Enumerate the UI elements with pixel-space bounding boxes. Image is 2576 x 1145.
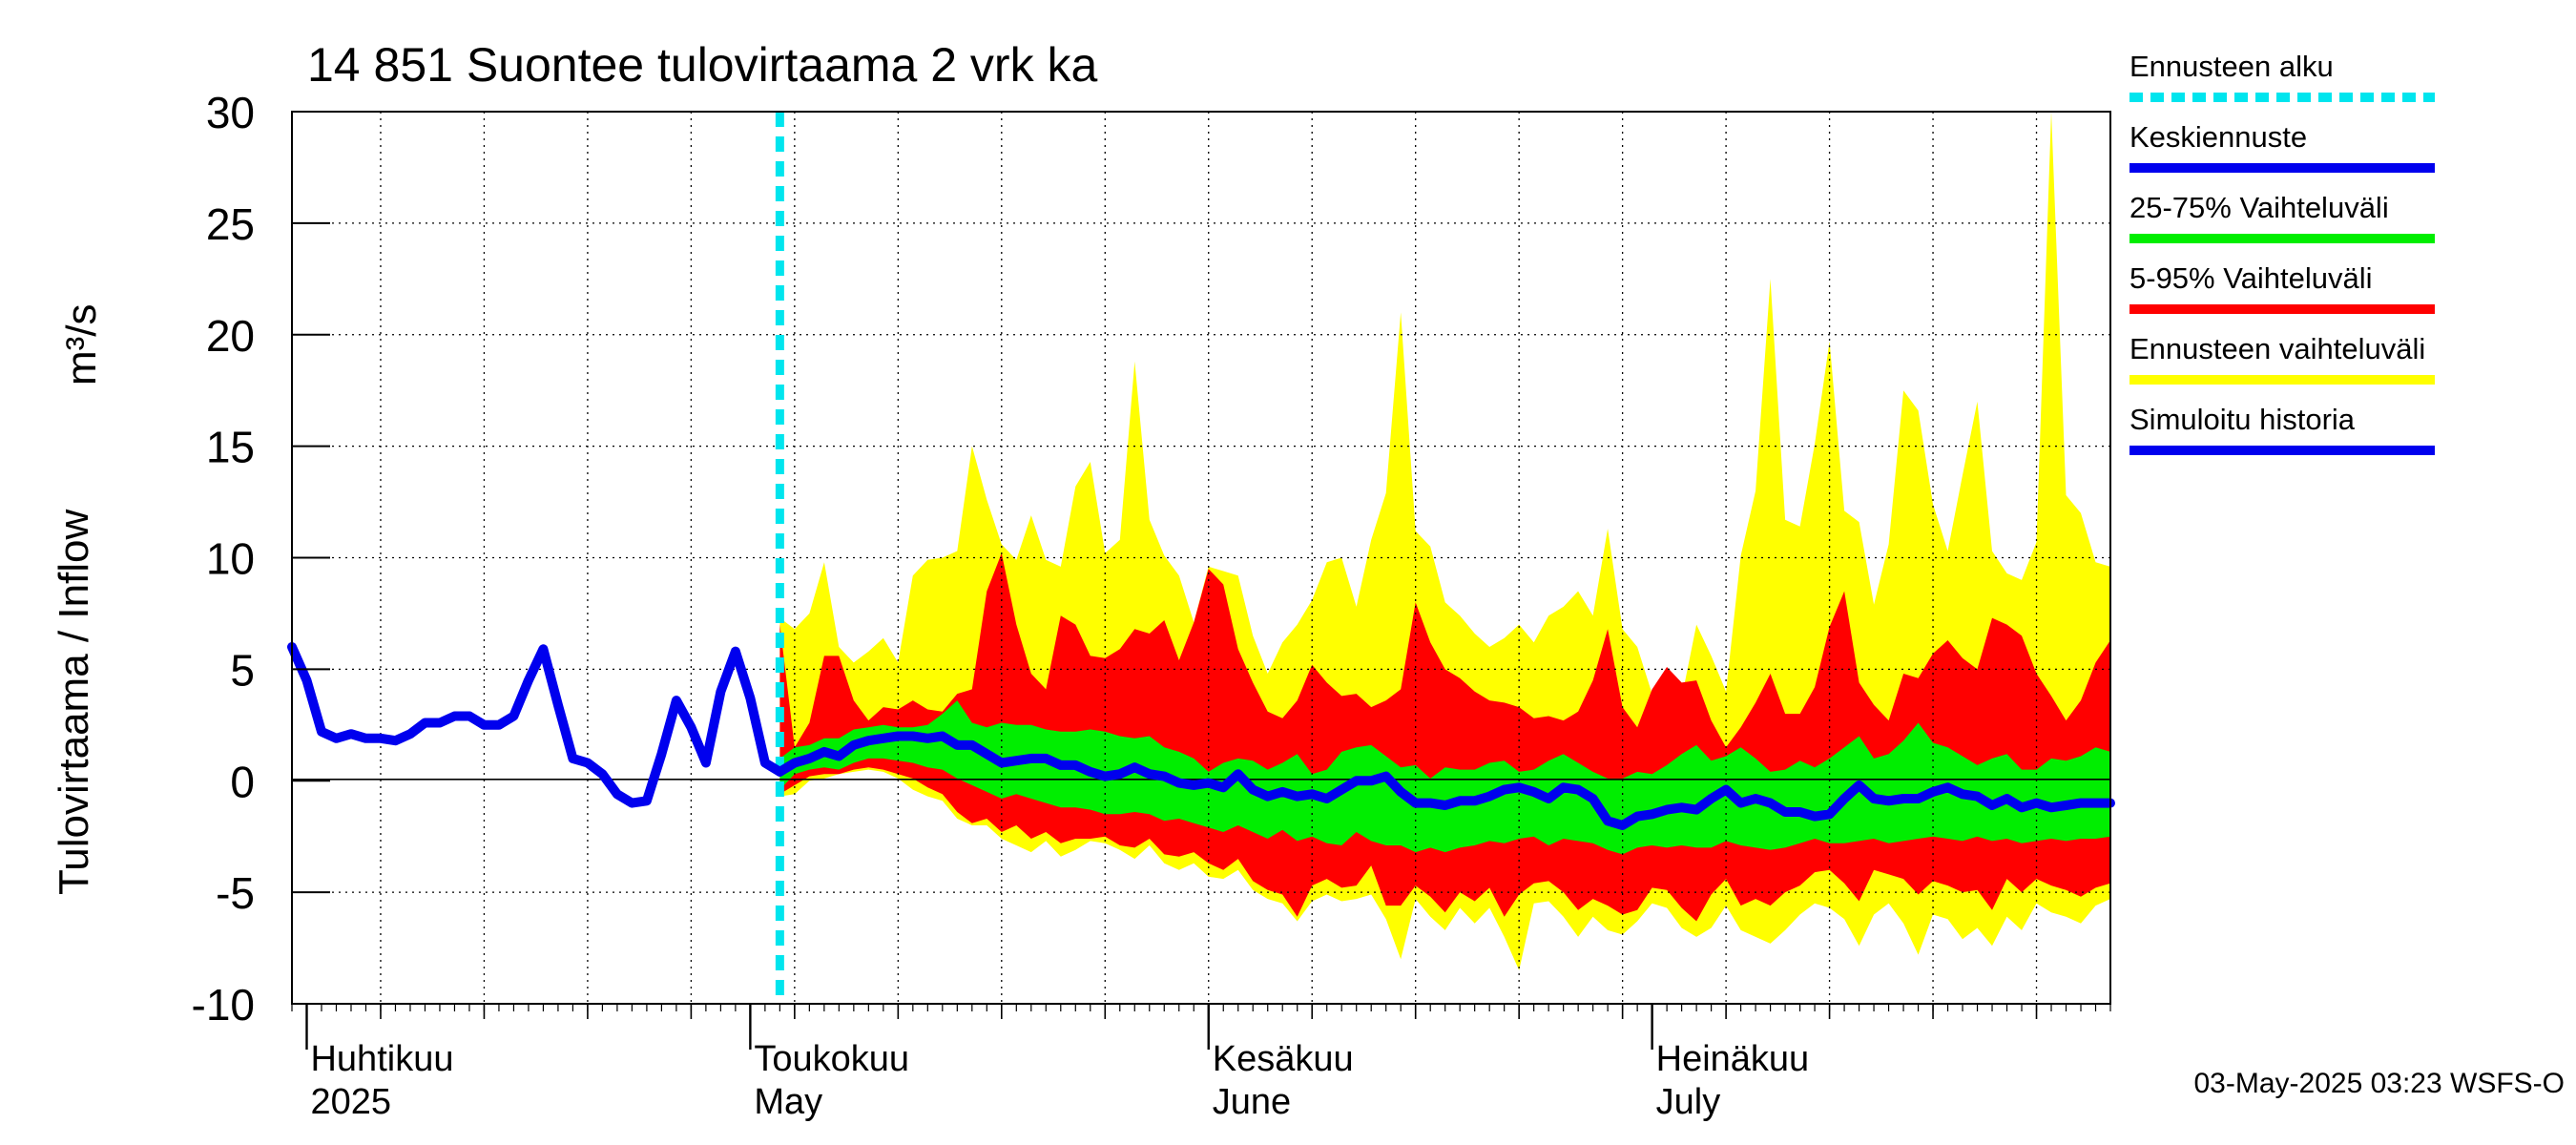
legend-label: 5-95% Vaihteluväli xyxy=(2129,261,2372,295)
y-tick-label: -10 xyxy=(192,980,255,1030)
y-tick-label: 10 xyxy=(206,534,255,584)
legend-item: Ennusteen vaihteluväli xyxy=(2129,332,2435,385)
y-axis-label: Tulovirtaama / Inflow xyxy=(51,509,97,895)
y-tick-label: 0 xyxy=(230,757,255,806)
month-label-fi: Toukokuu xyxy=(754,1039,909,1079)
band-25-75 xyxy=(779,700,2110,855)
y-tick-label: -5 xyxy=(216,868,255,918)
series-lines xyxy=(287,112,2115,1004)
history-line xyxy=(287,642,785,808)
legend-label: Keskiennuste xyxy=(2129,120,2307,154)
month-label-en: June xyxy=(1213,1082,1291,1122)
legend-item: Keskiennuste xyxy=(2129,120,2435,173)
y-axis-unit: m³/s xyxy=(58,303,105,385)
y-tick-label: 30 xyxy=(206,88,255,137)
chart-title: 14 851 Suontee tulovirtaama 2 vrk ka xyxy=(307,38,1097,92)
legend: Ennusteen alku Keskiennuste 25-75% Vaihtel… xyxy=(2129,50,2435,455)
y-tick-label: 15 xyxy=(206,423,255,472)
grid-lines xyxy=(292,112,2110,1004)
month-label-en: May xyxy=(754,1082,822,1122)
legend-label: Simuloitu historia xyxy=(2129,403,2356,436)
legend-label: Ennusteen alku xyxy=(2129,50,2334,83)
month-label-fi: Huhtikuu xyxy=(310,1039,453,1079)
month-label-en: 2025 xyxy=(310,1082,391,1122)
y-tick-label: 20 xyxy=(206,311,255,361)
y-tick-label: 5 xyxy=(230,645,255,695)
plot-area xyxy=(287,111,2115,1005)
forecast-bands xyxy=(779,112,2110,970)
timestamp-label: 03-May-2025 03:23 WSFS-O xyxy=(2194,1068,2566,1099)
legend-item: 25-75% Vaihteluväli xyxy=(2129,191,2435,243)
y-axis: 30 25 20 15 10 5 0 -5 -10 xyxy=(192,88,330,1030)
month-label-fi: Heinäkuu xyxy=(1656,1039,1810,1079)
legend-item: Simuloitu historia xyxy=(2129,403,2435,455)
y-tick-label: 25 xyxy=(206,199,255,249)
month-label-en: July xyxy=(1656,1082,1721,1122)
legend-label: Ennusteen vaihteluväli xyxy=(2129,332,2425,365)
median-forecast-line xyxy=(775,731,2115,830)
legend-label: 25-75% Vaihteluväli xyxy=(2129,191,2389,224)
month-label-fi: Kesäkuu xyxy=(1213,1039,1354,1079)
legend-item: Ennusteen alku xyxy=(2129,50,2435,102)
legend-item: 5-95% Vaihteluväli xyxy=(2129,261,2435,314)
